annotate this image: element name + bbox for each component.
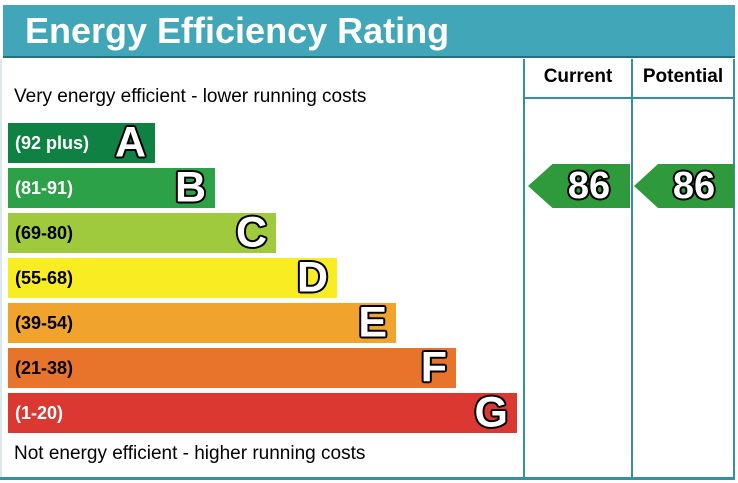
band-a-letter: A: [114, 118, 146, 167]
bottom-caption: Not energy efficient - higher running co…: [14, 443, 366, 464]
band-e: (39-54) E: [8, 298, 396, 347]
table-border-right: [733, 59, 735, 477]
band-a-range: (92 plus): [15, 132, 90, 153]
band-b-range: (81-91): [15, 177, 74, 198]
current-rating-value: 86: [567, 165, 611, 207]
potential-rating-arrow: 86: [634, 164, 734, 208]
band-d-range: (55-68): [15, 267, 74, 288]
band-d: (55-68) D: [8, 253, 337, 302]
band-g-range: (1-20): [15, 402, 64, 423]
potential-column-border: [631, 59, 633, 477]
chart-title-bar: Energy Efficiency Rating: [3, 5, 735, 58]
table-border-left: [0, 59, 2, 477]
potential-column-header: Potential: [642, 66, 724, 87]
band-d-letter: D: [296, 253, 328, 302]
header-underline: [523, 97, 735, 99]
band-e-range: (39-54): [15, 312, 74, 333]
band-f-range: (21-38): [15, 357, 74, 378]
potential-rating-value: 86: [672, 165, 716, 207]
band-c-range: (69-80): [15, 222, 74, 243]
band-g-letter: G: [474, 388, 508, 437]
current-rating-arrow: 86: [528, 164, 630, 208]
band-g: (1-20) G: [8, 388, 517, 437]
current-column-border: [523, 59, 525, 477]
band-c: (69-80) C: [8, 208, 276, 257]
top-caption: Very energy efficient - lower running co…: [14, 86, 367, 107]
band-f: (21-38) F: [8, 343, 456, 392]
table-border-bottom: [0, 477, 735, 480]
current-column-header: Current: [543, 66, 613, 87]
band-e-letter: E: [358, 298, 387, 347]
chart-title: Energy Efficiency Rating: [25, 10, 450, 51]
band-c-letter: C: [235, 208, 267, 257]
band-a: (92 plus) A: [8, 118, 155, 167]
band-b: (81-91) B: [8, 163, 215, 212]
band-f-letter: F: [420, 343, 447, 392]
band-b-letter: B: [174, 163, 206, 212]
